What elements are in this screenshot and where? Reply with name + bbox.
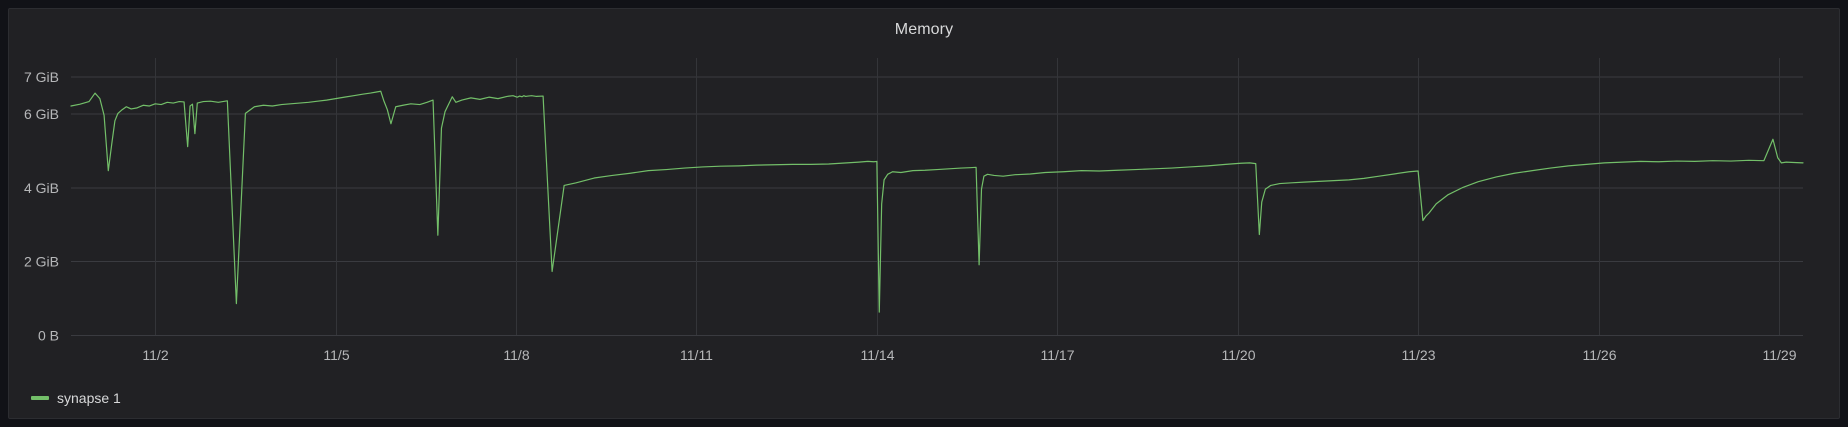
chart-legend: synapse 1 <box>31 390 121 406</box>
memory-panel: Memory 7 GiB 6 GiB 4 GiB 2 GiB 0 B 11/2 11/5 11… <box>8 8 1840 419</box>
memory-line-chart[interactable]: 7 GiB 6 GiB 4 GiB 2 GiB 0 B 11/2 11/5 11/8 11/11… <box>9 9 1841 420</box>
x-axis-tick-label: 11/23 <box>1402 347 1436 363</box>
x-axis-tick-label: 11/14 <box>861 347 895 363</box>
y-axis-tick-label: 6 GiB <box>24 106 59 122</box>
x-axis-tick-label: 11/11 <box>680 347 713 363</box>
y-axis-tick-label: 7 GiB <box>24 69 59 85</box>
x-axis-tick-label: 11/2 <box>142 347 168 363</box>
y-axis-tick-label: 4 GiB <box>24 180 59 196</box>
y-axis-tick-label: 0 B <box>38 328 59 344</box>
x-axis-tick-label: 11/8 <box>503 347 529 363</box>
chart-plot-area[interactable]: 7 GiB 6 GiB 4 GiB 2 GiB 0 B 11/2 11/5 11/8 11/11… <box>9 9 1841 420</box>
x-axis-tick-label: 11/20 <box>1222 347 1256 363</box>
x-axis-tick-label: 11/17 <box>1041 347 1075 363</box>
y-axis-tick-label: 2 GiB <box>24 254 59 270</box>
legend-color-swatch-synapse-1 <box>31 396 49 400</box>
series-line-synapse-1[interactable] <box>70 90 1804 313</box>
x-axis-tick-label: 11/29 <box>1763 347 1797 363</box>
x-axis-tick-label: 11/5 <box>323 347 349 363</box>
x-axis-tick-label: 11/26 <box>1583 347 1617 363</box>
page-title: Memory <box>894 21 954 38</box>
legend-item-synapse-1[interactable]: synapse 1 <box>57 390 121 406</box>
